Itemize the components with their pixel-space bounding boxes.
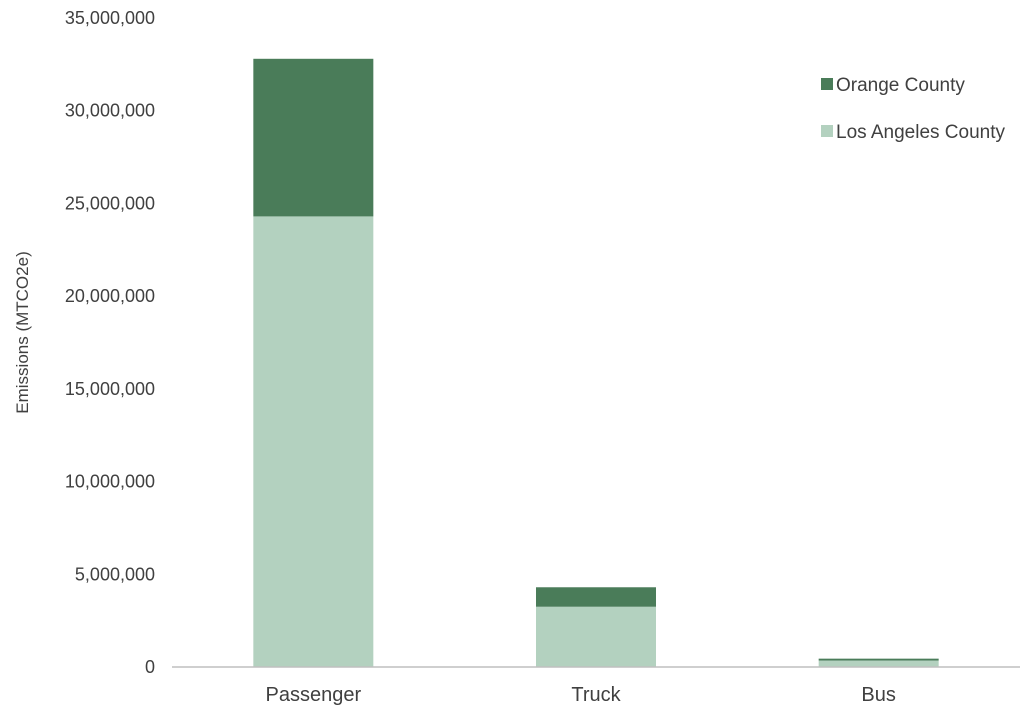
x-tick-label: Truck: [571, 684, 621, 706]
bar-bus-orange-county: [818, 658, 939, 661]
y-tick-label: 15,000,000: [65, 379, 155, 399]
y-tick-label: 10,000,000: [65, 472, 155, 492]
legend-label: Orange County: [836, 75, 965, 96]
legend-label: Los Angeles County: [836, 122, 1006, 143]
y-axis-ticks: 0 5,000,000 10,000,000 15,000,000 20,000,000…: [65, 8, 155, 677]
legend-swatch: [821, 78, 833, 90]
x-axis-ticks: Passenger Truck Bus: [266, 684, 896, 706]
bar-passenger-orange-county: [253, 58, 374, 217]
bars: [253, 58, 939, 667]
y-tick-label: 5,000,000: [75, 564, 155, 584]
bar-passenger-los-angeles-county: [253, 216, 374, 667]
bar-truck-los-angeles-county: [536, 606, 656, 667]
y-tick-label: 35,000,000: [65, 8, 155, 28]
y-axis-title: Emissions (MTCO2e): [13, 251, 32, 413]
x-tick-label: Bus: [861, 684, 895, 706]
legend-swatch: [821, 125, 833, 137]
bar-bus-los-angeles-county: [818, 660, 939, 667]
y-tick-label: 30,000,000: [65, 101, 155, 121]
y-tick-label: 0: [145, 657, 155, 677]
bar-truck-orange-county: [536, 587, 656, 607]
y-tick-label: 20,000,000: [65, 286, 155, 306]
y-tick-label: 25,000,000: [65, 193, 155, 213]
x-tick-label: Passenger: [266, 684, 362, 706]
legend: Orange County Los Angeles County: [821, 75, 1006, 143]
